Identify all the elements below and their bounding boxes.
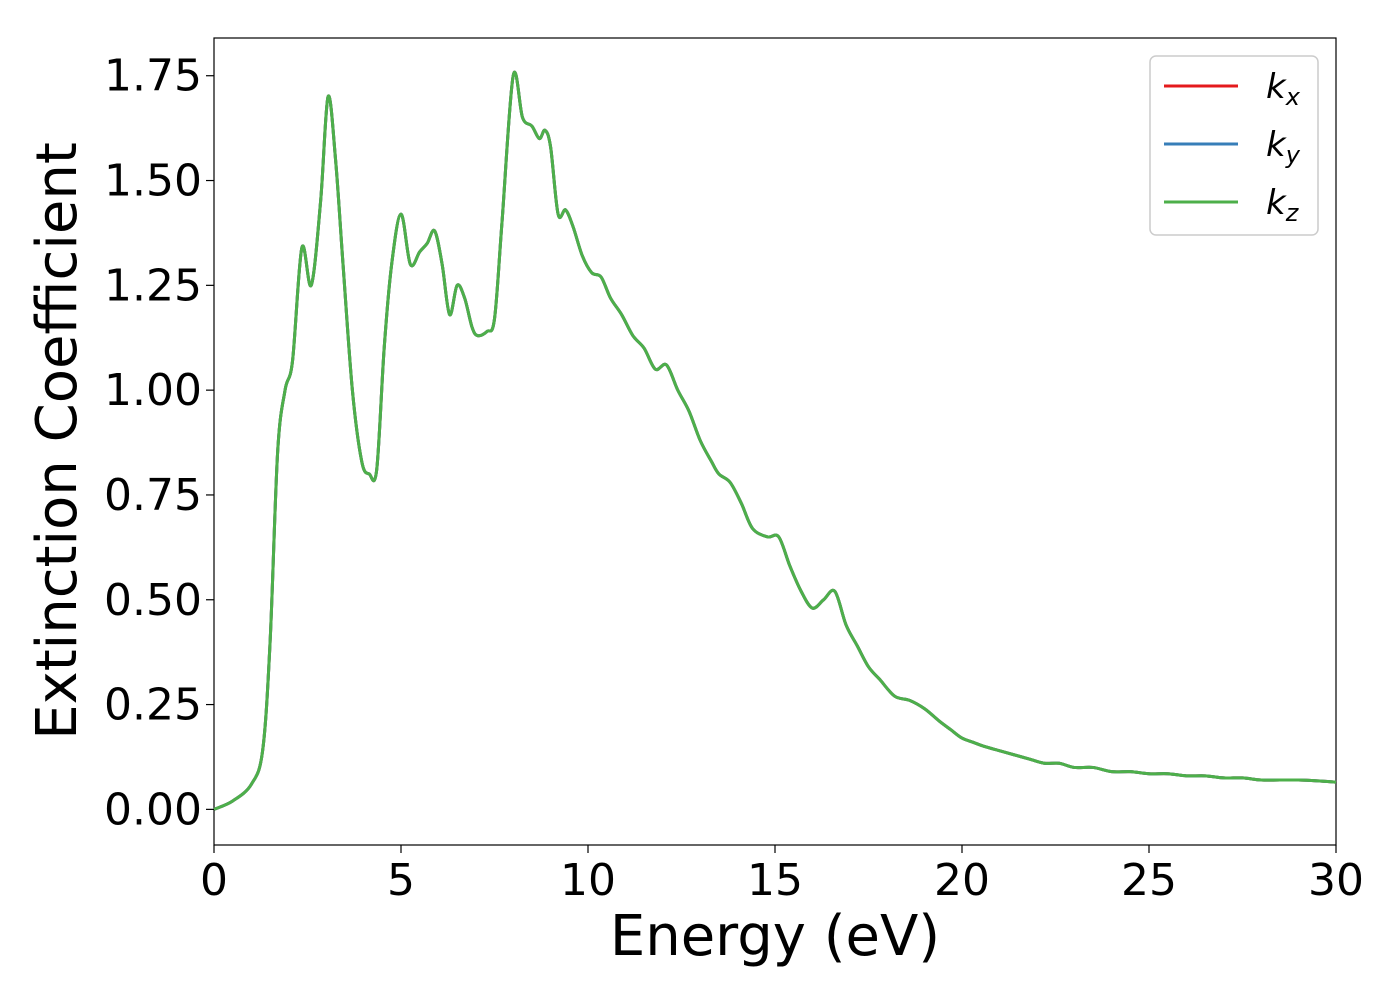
x-tick-label: 20	[934, 855, 990, 906]
y-tick-label: 1.00	[104, 365, 202, 416]
y-tick-label: 1.75	[104, 51, 202, 102]
x-tick-label: 15	[747, 855, 803, 906]
series-line-kz	[213, 70, 1337, 811]
legend: kx ky kz	[1149, 55, 1319, 236]
y-axis-ticks: 0.00 0.25 0.50 0.75 1.00 1.25 1.50 1.75	[104, 51, 214, 835]
y-tick-label: 1.25	[104, 260, 202, 311]
y-tick-label: 1.50	[104, 156, 202, 207]
x-tick-label: 10	[560, 855, 616, 906]
y-tick-label: 0.50	[104, 575, 202, 626]
y-tick-label: 0.25	[104, 680, 202, 731]
y-tick-label: 0.00	[104, 784, 202, 835]
series-layer	[213, 70, 1337, 811]
x-tick-label: 25	[1121, 855, 1177, 906]
legend-label-kx: kx	[1266, 67, 1301, 111]
plot-area: 0 5 10 15 20 25 30 0.00 0.25 0.50 0.75 1.00 1.25 1.5…	[104, 37, 1364, 906]
x-tick-label: 5	[387, 855, 415, 906]
x-axis-ticks: 0 5 10 15 20 25 30	[200, 845, 1364, 906]
y-tick-label: 0.75	[104, 470, 202, 521]
legend-label-kz: kz	[1266, 183, 1300, 227]
legend-label-ky: ky	[1266, 125, 1301, 169]
x-tick-label: 0	[200, 855, 228, 906]
x-tick-label: 30	[1308, 855, 1364, 906]
x-axis-label: Energy (eV)	[610, 904, 940, 969]
y-axis-label: Extinction Coefficient	[25, 142, 90, 740]
